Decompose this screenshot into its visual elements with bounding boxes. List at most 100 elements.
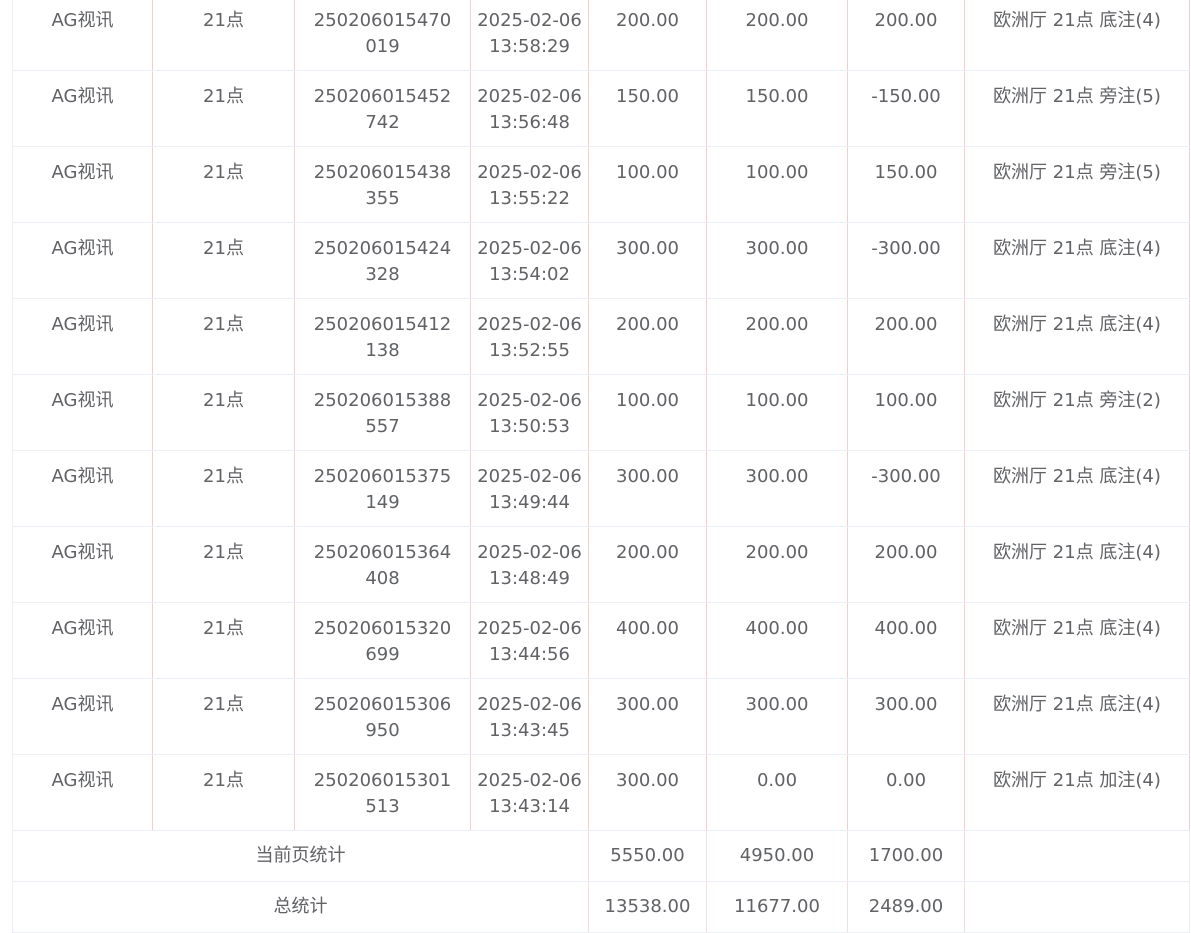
cell-platform: AG视讯 [12,146,153,223]
cell-bet: 200.00 [588,0,707,71]
cell-valid-bet: 200.00 [706,298,848,375]
summary-bet: 5550.00 [588,830,707,882]
cell-platform: AG视讯 [12,0,153,71]
cell-bet: 300.00 [588,450,707,527]
cell-win-loss: 300.00 [847,678,965,755]
cell-game: 21点 [152,222,295,299]
summary-valid-bet: 11677.00 [706,881,848,933]
summary-bet: 13538.00 [588,881,707,933]
cell-order-no: 250206015424 328 [294,222,471,299]
cell-time: 2025-02-06 13:50:53 [470,374,589,451]
cell-detail: 欧洲厅 21点 底注(4) [964,450,1190,527]
cell-detail: 欧洲厅 21点 加注(4) [964,754,1190,831]
cell-win-loss: 150.00 [847,146,965,223]
cell-time: 2025-02-06 13:43:14 [470,754,589,831]
cell-order-no: 250206015320 699 [294,602,471,679]
cell-time: 2025-02-06 13:44:56 [470,602,589,679]
cell-order-no: 250206015301 513 [294,754,471,831]
cell-platform: AG视讯 [12,678,153,755]
summary-label: 当前页统计 [12,830,589,882]
summary-empty [964,881,1190,933]
cell-win-loss: -300.00 [847,450,965,527]
cell-valid-bet: 400.00 [706,602,848,679]
cell-order-no: 250206015364 408 [294,526,471,603]
cell-platform: AG视讯 [12,450,153,527]
cell-order-no: 250206015412 138 [294,298,471,375]
cell-bet: 200.00 [588,298,707,375]
cell-detail: 欧洲厅 21点 底注(4) [964,0,1190,71]
cell-platform: AG视讯 [12,602,153,679]
cell-order-no: 250206015452 742 [294,70,471,147]
cell-valid-bet: 300.00 [706,222,848,299]
table-row: AG视讯 21点 250206015320 699 2025-02-06 13:44:56… [12,602,1190,679]
cell-platform: AG视讯 [12,222,153,299]
cell-detail: 欧洲厅 21点 旁注(5) [964,146,1190,223]
cell-platform: AG视讯 [12,754,153,831]
cell-time: 2025-02-06 13:49:44 [470,450,589,527]
summary-label: 总统计 [12,881,589,933]
cell-platform: AG视讯 [12,298,153,375]
cell-bet: 300.00 [588,754,707,831]
cell-win-loss: -300.00 [847,222,965,299]
cell-game: 21点 [152,146,295,223]
cell-order-no: 250206015375 149 [294,450,471,527]
cell-game: 21点 [152,450,295,527]
cell-time: 2025-02-06 13:54:02 [470,222,589,299]
cell-order-no: 250206015470 019 [294,0,471,71]
cell-bet: 200.00 [588,526,707,603]
cell-game: 21点 [152,602,295,679]
cell-detail: 欧洲厅 21点 底注(4) [964,298,1190,375]
table-row: AG视讯 21点 250206015424 328 2025-02-06 13:54:02… [12,222,1190,299]
cell-win-loss: 0.00 [847,754,965,831]
bet-records-table: AG视讯 21点 250206015470 019 2025-02-06 13:58:29… [12,0,1190,933]
table-row: AG视讯 21点 250206015388 557 2025-02-06 13:50:53… [12,374,1190,451]
cell-bet: 150.00 [588,70,707,147]
cell-win-loss: 200.00 [847,0,965,71]
cell-time: 2025-02-06 13:55:22 [470,146,589,223]
cell-order-no: 250206015388 557 [294,374,471,451]
summary-win-loss: 2489.00 [847,881,965,933]
summary-empty [964,830,1190,882]
cell-game: 21点 [152,374,295,451]
summary-row: 总统计 13538.00 11677.00 2489.00 [12,881,1190,933]
cell-game: 21点 [152,298,295,375]
cell-time: 2025-02-06 13:43:45 [470,678,589,755]
cell-valid-bet: 100.00 [706,374,848,451]
cell-win-loss: 200.00 [847,526,965,603]
cell-valid-bet: 200.00 [706,0,848,71]
table-row: AG视讯 21点 250206015438 355 2025-02-06 13:55:22… [12,146,1190,223]
cell-time: 2025-02-06 13:56:48 [470,70,589,147]
cell-win-loss: -150.00 [847,70,965,147]
cell-detail: 欧洲厅 21点 旁注(5) [964,70,1190,147]
cell-time: 2025-02-06 13:48:49 [470,526,589,603]
cell-time: 2025-02-06 13:58:29 [470,0,589,71]
cell-bet: 100.00 [588,146,707,223]
cell-time: 2025-02-06 13:52:55 [470,298,589,375]
cell-detail: 欧洲厅 21点 底注(4) [964,602,1190,679]
cell-detail: 欧洲厅 21点 底注(4) [964,678,1190,755]
cell-order-no: 250206015438 355 [294,146,471,223]
summary-row: 当前页统计 5550.00 4950.00 1700.00 [12,830,1190,882]
table-row: AG视讯 21点 250206015470 019 2025-02-06 13:58:29… [12,0,1190,71]
table-row: AG视讯 21点 250206015412 138 2025-02-06 13:52:55… [12,298,1190,375]
cell-bet: 300.00 [588,222,707,299]
cell-valid-bet: 300.00 [706,678,848,755]
cell-valid-bet: 200.00 [706,526,848,603]
cell-detail: 欧洲厅 21点 底注(4) [964,222,1190,299]
cell-bet: 300.00 [588,678,707,755]
cell-platform: AG视讯 [12,526,153,603]
cell-bet: 100.00 [588,374,707,451]
cell-game: 21点 [152,0,295,71]
cell-valid-bet: 100.00 [706,146,848,223]
cell-game: 21点 [152,754,295,831]
cell-detail: 欧洲厅 21点 底注(4) [964,526,1190,603]
table-row: AG视讯 21点 250206015375 149 2025-02-06 13:49:44… [12,450,1190,527]
cell-valid-bet: 0.00 [706,754,848,831]
table-row: AG视讯 21点 250206015301 513 2025-02-06 13:43:14… [12,754,1190,831]
cell-order-no: 250206015306 950 [294,678,471,755]
cell-platform: AG视讯 [12,70,153,147]
cell-bet: 400.00 [588,602,707,679]
cell-detail: 欧洲厅 21点 旁注(2) [964,374,1190,451]
cell-win-loss: 100.00 [847,374,965,451]
cell-win-loss: 400.00 [847,602,965,679]
